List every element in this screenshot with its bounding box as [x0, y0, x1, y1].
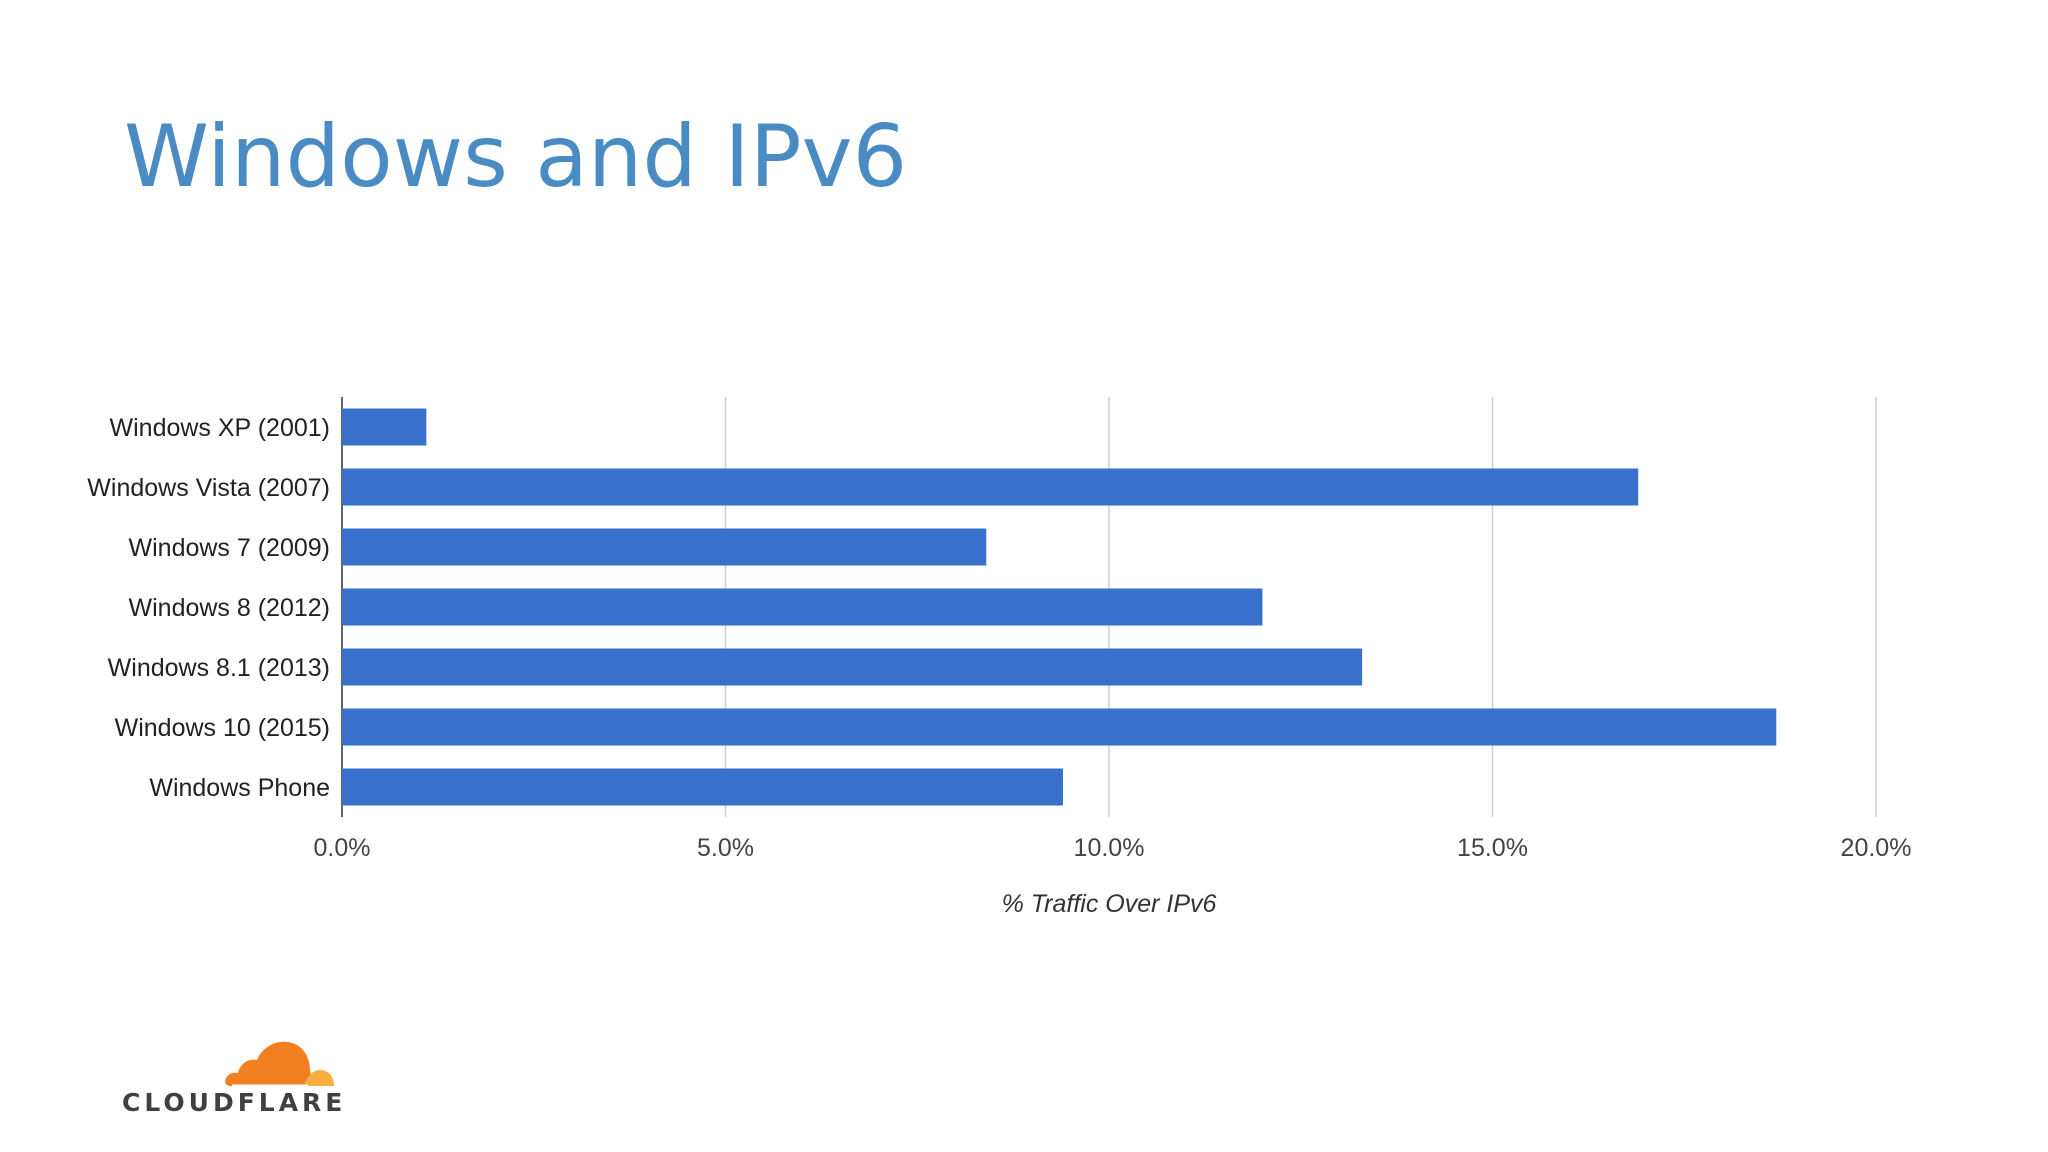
category-label: Windows Phone	[149, 774, 330, 802]
logo-wordmark: CLOUDFLARE	[122, 1088, 347, 1117]
x-axis-label: % Traffic Over IPv6	[1002, 890, 1217, 918]
slide-title: Windows and IPv6	[124, 107, 908, 207]
category-label: Windows 10 (2015)	[115, 714, 330, 742]
cloud-icon	[225, 1041, 334, 1088]
x-tick-label: 5.0%	[697, 834, 754, 862]
x-tick-label: 20.0%	[1841, 834, 1912, 862]
x-tick-label: 15.0%	[1457, 834, 1528, 862]
bar	[342, 408, 427, 446]
x-tick-labels: 0.0% 5.0% 10.0% 15.0% 20.0%	[314, 834, 1912, 862]
bar	[342, 648, 1363, 686]
category-label: Windows 7 (2009)	[129, 534, 330, 562]
bars	[342, 408, 1777, 806]
bar	[342, 468, 1639, 506]
x-tick-label: 10.0%	[1074, 834, 1145, 862]
bar	[342, 768, 1063, 806]
bar	[342, 708, 1777, 746]
category-label: Windows Vista (2007)	[87, 474, 330, 502]
category-label: Windows 8.1 (2013)	[108, 654, 330, 682]
x-tick-label: 0.0%	[314, 834, 371, 862]
category-label: Windows XP (2001)	[110, 414, 330, 442]
bar	[342, 528, 987, 566]
bar	[342, 588, 1263, 626]
cloudflare-logo: CLOUDFLARE	[122, 1034, 342, 1118]
category-labels: Windows XP (2001) Windows Vista (2007) Win…	[87, 414, 330, 802]
category-label: Windows 8 (2012)	[129, 594, 330, 622]
